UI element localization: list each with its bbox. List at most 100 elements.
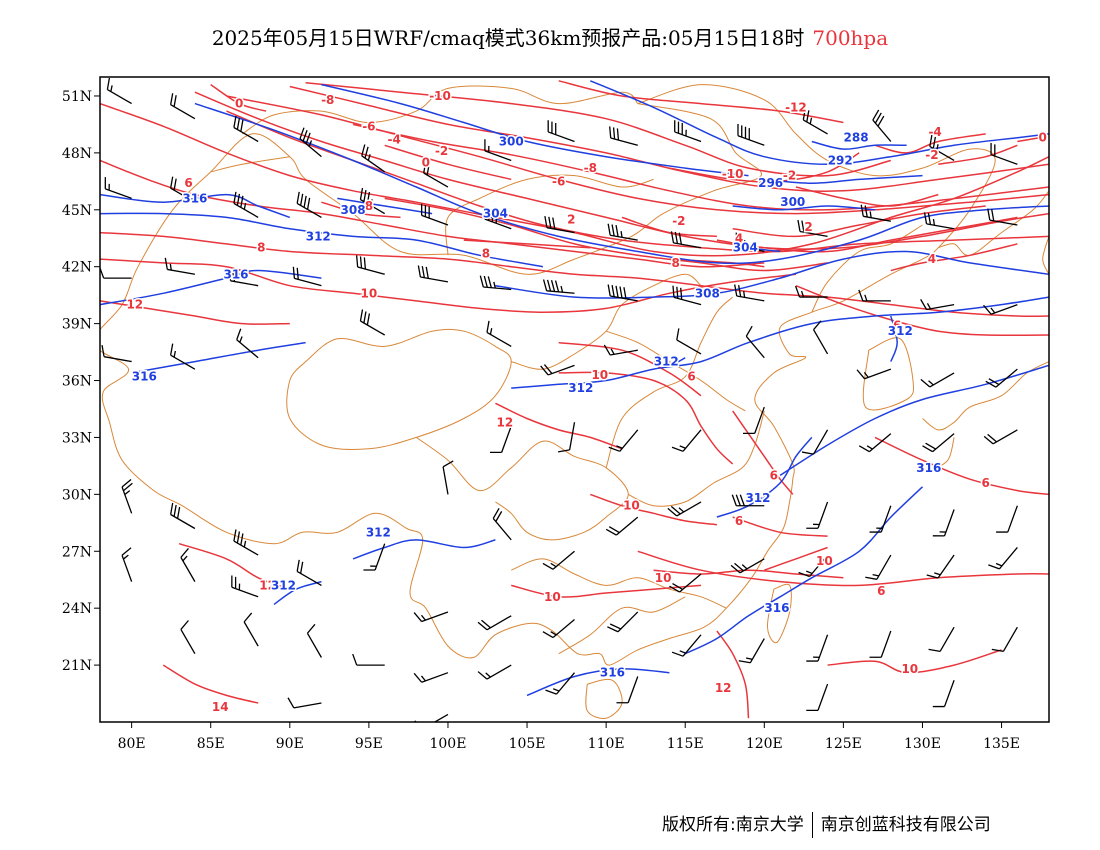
wind-barb: [100, 266, 132, 279]
wind-barb: [492, 507, 512, 541]
x-tick-label: 125E: [825, 736, 862, 752]
wind-barb: [607, 611, 639, 633]
temperature-contour-line: [890, 243, 1018, 272]
wind-barb: [990, 142, 1018, 165]
wind-barb: [922, 433, 955, 453]
wind-barb: [170, 343, 196, 370]
wind-barb: [670, 231, 702, 249]
wind-barb: [802, 108, 828, 135]
y-tick-label: 45N: [62, 203, 92, 219]
temperature-contour-label: 4: [928, 252, 936, 266]
temperature-contour-label: 10: [591, 368, 608, 382]
height-contour-label: 308: [695, 286, 720, 300]
wind-barb: [872, 109, 892, 142]
temperature-contour-label: 6: [735, 514, 743, 528]
temperature-contour-label: 2: [804, 220, 812, 234]
height-contour-line: [495, 250, 1049, 299]
temperature-contour-label: 10: [816, 554, 833, 568]
temperature-contour-label: 6: [184, 176, 192, 190]
height-contour-line: [100, 269, 322, 306]
wind-barb: [352, 653, 385, 666]
temperature-contour-label: 6: [893, 319, 901, 333]
wind-barb: [542, 279, 575, 294]
height-contour-line: [732, 205, 876, 211]
wind-barb: [296, 191, 322, 218]
wind-barb: [170, 93, 196, 120]
wind-barb: [104, 177, 132, 200]
height-contour-line: [653, 357, 686, 367]
height-contour-line: [100, 212, 544, 268]
wind-barb: [996, 505, 1018, 533]
temperature-contour-line: [352, 123, 1049, 211]
temperature-contour-line: [732, 516, 828, 537]
x-tick-label: 80E: [118, 736, 146, 752]
wind-barb: [484, 207, 512, 230]
wind-barb: [355, 255, 385, 275]
wind-barb: [299, 127, 322, 158]
title-main: 2025年05月15日WRF/cmaq模式36km预报产品:05月15日18时: [211, 26, 805, 50]
wind-barb: [287, 697, 322, 709]
wind-barb: [738, 638, 765, 664]
admin-boundary: [511, 273, 702, 370]
wind-barb: [671, 634, 702, 657]
y-tick-label: 36N: [62, 374, 92, 390]
height-contour-label: 316: [916, 461, 941, 475]
wind-barb: [609, 126, 638, 146]
height-contour-line: [811, 140, 907, 150]
admin-boundary: [628, 410, 765, 507]
temperature-contour-line: [495, 402, 623, 450]
wind-barb: [928, 626, 955, 653]
wind-barb: [672, 285, 702, 306]
temperature-contour-label: -2: [783, 169, 796, 183]
wind-barb: [869, 505, 892, 533]
temperature-contour-line: [795, 186, 939, 207]
height-contour-label: 316: [132, 370, 157, 384]
temperature-contour-label: 12: [715, 681, 732, 695]
temperature-contour-label: 8: [672, 256, 680, 270]
height-contour-line: [590, 80, 1049, 166]
wind-barb: [983, 429, 1018, 445]
wind-barb: [413, 611, 449, 623]
height-contour-label: 316: [764, 601, 789, 615]
wind-barb: [745, 325, 765, 359]
wind-barb: [306, 623, 322, 658]
wind-barb: [361, 144, 386, 173]
x-tick-label: 135E: [983, 736, 1020, 752]
temperature-contour-line: [558, 371, 734, 465]
temperature-contour-label: -4: [928, 125, 941, 139]
temperature-contour-line: [732, 410, 794, 495]
wind-barb: [540, 364, 575, 376]
wind-barb: [860, 204, 891, 222]
temperature-contour-label: -6: [552, 174, 565, 188]
height-contour-line: [511, 296, 1049, 389]
admin-boundary: [511, 558, 727, 609]
wind-barb: [106, 77, 132, 105]
temperature-contour-line: [637, 550, 1049, 587]
wind-barb: [806, 634, 829, 662]
x-tick-label: 110E: [588, 736, 625, 752]
wind-barb: [121, 478, 133, 514]
height-contour-label: 316: [223, 267, 248, 281]
x-tick-label: 85E: [197, 736, 225, 752]
temperature-contour-label: 14: [212, 700, 229, 714]
wind-barb: [233, 529, 259, 556]
wind-barb: [180, 547, 196, 582]
y-tick-label: 51N: [62, 89, 92, 105]
temperature-contour-line: [321, 201, 401, 219]
wind-barb: [236, 328, 259, 359]
temperature-contour-label: 6: [687, 370, 695, 384]
wind-barb: [607, 223, 638, 241]
temperature-contour-label: 8: [257, 241, 265, 255]
height-contour-label: 304: [483, 207, 508, 221]
temperature-contour-line: [716, 216, 1018, 253]
height-contour-line: [684, 486, 924, 655]
wind-barb: [363, 543, 386, 571]
wind-barb: [813, 320, 829, 355]
wind-barb: [243, 612, 259, 647]
temperature-contour-label: -6: [362, 119, 375, 133]
wind-barb: [417, 265, 449, 283]
y-tick-label: 24N: [62, 601, 92, 617]
wind-barb: [676, 328, 702, 355]
temperature-contour-label: -4: [388, 133, 401, 147]
height-contour-label: 312: [271, 578, 296, 592]
